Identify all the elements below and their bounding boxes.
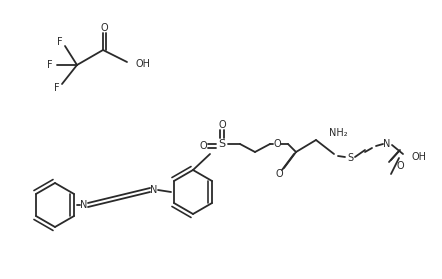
- Text: N: N: [80, 200, 88, 210]
- Text: F: F: [47, 60, 53, 70]
- Text: O: O: [396, 161, 404, 171]
- Text: O: O: [100, 23, 108, 33]
- Text: O: O: [273, 139, 281, 149]
- Text: OH: OH: [136, 59, 151, 69]
- Text: O: O: [199, 141, 207, 151]
- Text: N: N: [150, 185, 158, 195]
- Text: NH₂: NH₂: [329, 128, 347, 138]
- Text: S: S: [347, 153, 353, 163]
- Text: S: S: [218, 139, 225, 149]
- Text: N: N: [383, 139, 391, 149]
- Text: F: F: [57, 37, 63, 47]
- Text: F: F: [54, 83, 60, 93]
- Text: OH: OH: [411, 152, 426, 162]
- Text: O: O: [218, 120, 226, 130]
- Text: O: O: [275, 169, 283, 179]
